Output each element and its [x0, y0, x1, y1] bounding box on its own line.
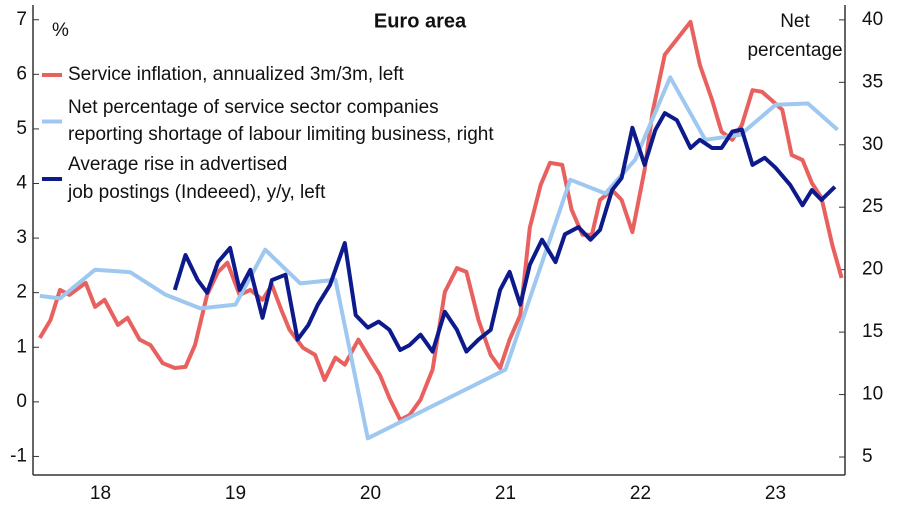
- y2-tick-label: 10: [862, 384, 883, 405]
- x-tick-label: 18: [90, 483, 111, 504]
- y-tick-label: 6: [16, 63, 27, 84]
- y-axis-label: %: [52, 20, 69, 41]
- series-line: [38, 19, 844, 422]
- y2-tick-label: 30: [862, 134, 883, 155]
- y-tick-label: 7: [16, 9, 27, 30]
- x-tick-label: 19: [225, 483, 246, 504]
- y2-tick-label: 35: [862, 71, 883, 92]
- x-tick-label: 20: [360, 483, 381, 504]
- y-tick-label: 0: [16, 391, 27, 412]
- y-tick-label: -1: [10, 445, 27, 466]
- y2-tick-label: 40: [862, 9, 883, 30]
- y-tick-label: 2: [16, 282, 27, 303]
- y2-tick-label: 15: [862, 321, 883, 342]
- y-tick-label: 5: [16, 118, 27, 139]
- series-line: [172, 111, 837, 354]
- y2-tick-label: 25: [862, 196, 883, 217]
- x-tick-label: 21: [495, 483, 516, 504]
- y2-axis-label: Net: [780, 11, 810, 32]
- y-tick-label: 4: [16, 173, 27, 194]
- x-tick-label: 23: [765, 483, 786, 504]
- chart-title: Euro area: [374, 10, 467, 32]
- y2-tick-label: 5: [862, 446, 873, 467]
- y2-axis-label: percentage: [747, 40, 842, 61]
- legend-label: Service inflation, annualized 3m/3m, lef…: [68, 64, 405, 85]
- y-tick-label: 1: [16, 336, 27, 357]
- legend-label: Net percentage of service sector compani…: [68, 97, 494, 145]
- y2-tick-label: 20: [862, 259, 883, 280]
- y-tick-label: 3: [16, 227, 27, 248]
- x-tick-label: 22: [630, 483, 651, 504]
- legend-label: Average rise in advertised job postings (…: [67, 154, 326, 203]
